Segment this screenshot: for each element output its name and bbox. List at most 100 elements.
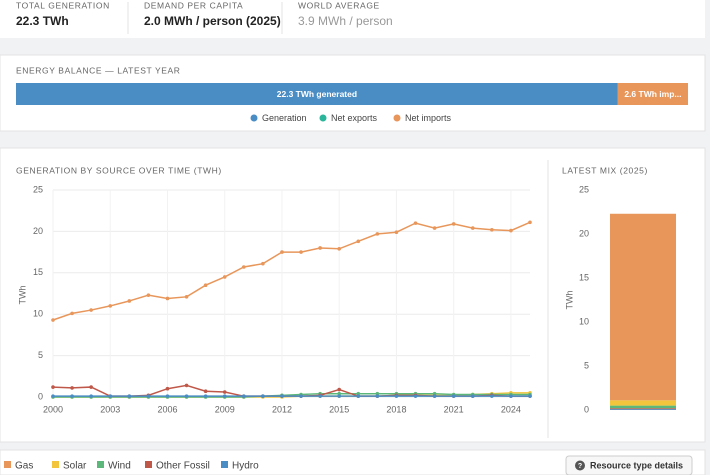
data-point bbox=[51, 318, 55, 322]
data-point bbox=[318, 246, 322, 250]
y-tick-label: 5 bbox=[38, 350, 43, 360]
data-point bbox=[451, 394, 456, 398]
details-button[interactable]: ? Resource type details bbox=[565, 455, 693, 475]
chart-title: LATEST MIX (2025) bbox=[562, 165, 648, 175]
data-point bbox=[261, 394, 265, 398]
data-point bbox=[184, 383, 189, 388]
legend-swatch bbox=[52, 461, 59, 468]
mix-segment bbox=[610, 400, 676, 406]
data-point bbox=[89, 385, 93, 389]
legend-label: Gas bbox=[15, 461, 33, 472]
data-point bbox=[375, 232, 380, 236]
data-point bbox=[509, 228, 513, 233]
data-point bbox=[89, 394, 93, 398]
x-tick-label: 2006 bbox=[157, 404, 177, 414]
data-point bbox=[222, 394, 227, 398]
data-point bbox=[203, 394, 208, 398]
data-point bbox=[108, 394, 113, 398]
data-point bbox=[280, 394, 284, 398]
y-tick-label: 25 bbox=[579, 184, 589, 194]
legend-label: Solar bbox=[63, 461, 87, 472]
data-point bbox=[222, 275, 227, 279]
series-line bbox=[53, 392, 530, 398]
button-icon[interactable]: ? bbox=[578, 463, 582, 470]
data-point bbox=[242, 265, 246, 269]
y-axis-label: TWh bbox=[564, 291, 574, 310]
legend-swatch bbox=[221, 461, 228, 468]
y-tick-label: 20 bbox=[579, 228, 589, 238]
x-tick-label: 2021 bbox=[444, 404, 464, 414]
button-bg[interactable] bbox=[565, 455, 693, 475]
data-point bbox=[356, 394, 361, 398]
data-point bbox=[470, 226, 475, 230]
mix-segment bbox=[610, 409, 676, 410]
mix-segment bbox=[610, 405, 676, 409]
balance-label: 2.6 TWh imp... bbox=[624, 89, 681, 99]
series-line bbox=[52, 221, 531, 321]
data-point bbox=[299, 250, 303, 254]
data-point bbox=[337, 391, 342, 396]
data-point bbox=[413, 394, 418, 398]
data-point bbox=[222, 390, 227, 394]
y-tick-label: 20 bbox=[33, 226, 43, 236]
data-point bbox=[203, 389, 208, 394]
data-point bbox=[470, 394, 475, 398]
data-point bbox=[528, 394, 532, 398]
data-point bbox=[127, 299, 132, 303]
balance-segment bbox=[617, 83, 688, 105]
data-point bbox=[51, 394, 55, 398]
balance-title: ENERGY BALANCE — LATEST YEAR bbox=[16, 65, 181, 75]
data-point bbox=[280, 250, 284, 254]
stat-value: 3.9 MWh / person bbox=[298, 14, 393, 28]
button-icon-bg[interactable] bbox=[575, 460, 585, 471]
data-point bbox=[432, 394, 437, 398]
data-point bbox=[70, 394, 74, 398]
data-point bbox=[89, 308, 93, 312]
legend-label: Other Fossil bbox=[156, 461, 210, 472]
stat-label: TOTAL GENERATION bbox=[16, 0, 110, 10]
data-point bbox=[242, 394, 246, 398]
data-point bbox=[165, 394, 170, 398]
data-point bbox=[127, 394, 132, 398]
x-tick-label: 2003 bbox=[100, 404, 120, 414]
chart-card bbox=[0, 147, 706, 443]
legend-label: Net exports bbox=[331, 113, 378, 123]
data-point bbox=[432, 226, 437, 230]
balance-segment bbox=[16, 83, 618, 105]
data-point bbox=[299, 394, 303, 398]
data-point bbox=[108, 304, 113, 308]
y-tick-label: 15 bbox=[579, 272, 589, 282]
data-point bbox=[165, 296, 170, 301]
y-axis-label: TWh bbox=[17, 286, 27, 305]
data-point bbox=[413, 221, 418, 225]
stat-label: DEMAND PER CAPITA bbox=[144, 0, 243, 10]
y-tick-label: 0 bbox=[38, 391, 43, 401]
legend-label: Wind bbox=[108, 461, 131, 472]
legend-label: Generation bbox=[262, 113, 307, 123]
data-point bbox=[394, 230, 399, 235]
stat-label: WORLD AVERAGE bbox=[298, 0, 380, 10]
y-tick-label: 25 bbox=[33, 184, 43, 194]
legend-swatch bbox=[97, 461, 104, 468]
legend-swatch bbox=[319, 114, 327, 122]
data-point bbox=[70, 386, 74, 390]
legend-swatch bbox=[393, 114, 401, 122]
legend-swatch bbox=[145, 461, 152, 468]
data-point bbox=[70, 311, 74, 316]
data-point bbox=[51, 385, 55, 389]
button-label[interactable]: Resource type details bbox=[590, 460, 683, 470]
data-point bbox=[146, 293, 151, 297]
legend-label: Hydro bbox=[232, 461, 259, 472]
data-point bbox=[490, 227, 494, 232]
data-point bbox=[337, 394, 342, 398]
x-tick-label: 2012 bbox=[272, 404, 292, 414]
data-point bbox=[261, 261, 265, 266]
y-tick-label: 10 bbox=[579, 316, 589, 326]
balance-label: 22.3 TWh generated bbox=[277, 89, 357, 99]
x-tick-label: 2009 bbox=[215, 404, 235, 414]
data-point bbox=[451, 222, 456, 226]
y-tick-label: 10 bbox=[33, 309, 43, 319]
data-point bbox=[356, 391, 361, 396]
legend-label: Net imports bbox=[405, 113, 452, 123]
